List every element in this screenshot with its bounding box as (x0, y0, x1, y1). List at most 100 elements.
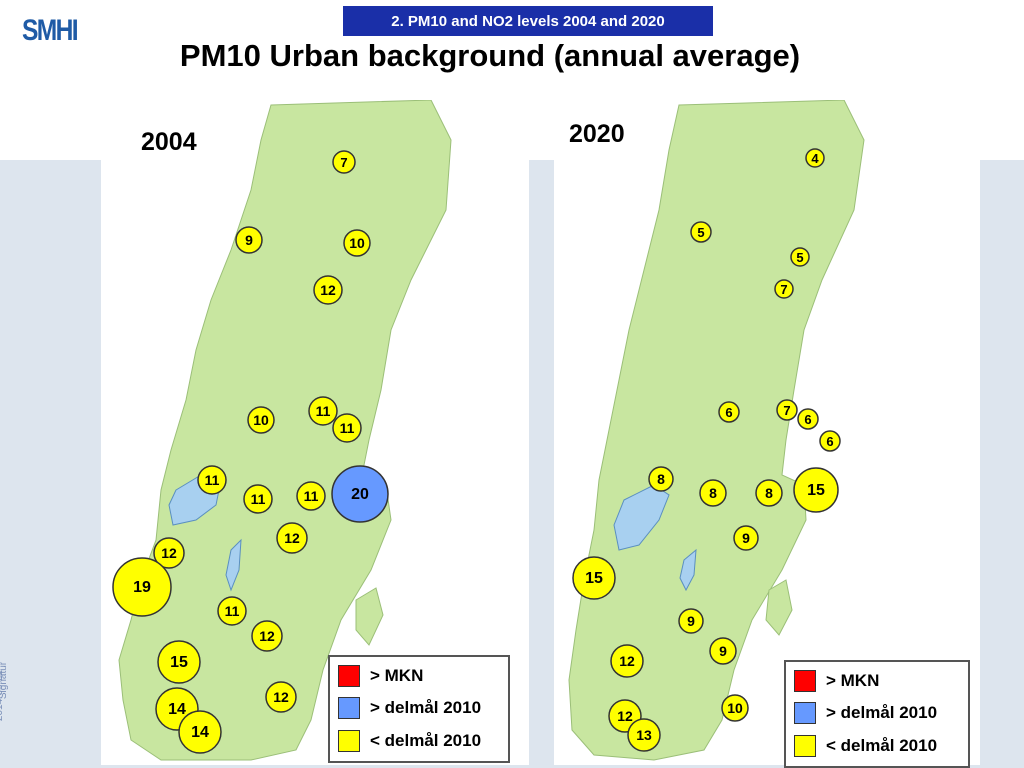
station-value: 7 (340, 155, 347, 170)
station-value: 6 (725, 405, 732, 420)
smhi-logo: SMHI (22, 14, 79, 47)
station-value: 14 (191, 724, 209, 741)
station-marker-circle (793, 467, 839, 513)
station-marker: 10 (721, 694, 749, 722)
station-marker: 14 (178, 710, 222, 754)
station-value: 12 (320, 282, 336, 298)
station-marker-circle (776, 399, 798, 421)
station-marker-circle (112, 557, 172, 617)
station-marker-circle (648, 466, 674, 492)
station-marker: 7 (332, 150, 356, 174)
station-value: 20 (351, 486, 369, 503)
station-marker-circle (153, 537, 185, 569)
station-value: 15 (585, 570, 603, 587)
station-marker-circle (721, 694, 749, 722)
station-marker-circle (699, 479, 727, 507)
station-marker: 7 (776, 399, 798, 421)
station-marker-circle (733, 525, 759, 551)
station-value: 7 (780, 282, 787, 297)
station-marker: 11 (308, 396, 338, 426)
legend-swatch-below-target (338, 730, 360, 752)
legend-label: > delmål 2010 (826, 703, 938, 722)
station-marker: 11 (217, 596, 247, 626)
station-marker-circle (251, 620, 283, 652)
station-marker-circle (678, 608, 704, 634)
page-title: PM10 Urban background (annual average) (179, 38, 801, 73)
sweden-map-2004: 7 9 10 12 10 11 11 11 11 11 20 12 12 19 11 12 15 12 14 14 (112, 100, 452, 761)
legend-swatch-mkn (794, 670, 816, 692)
station-value: 10 (727, 700, 743, 716)
station-value: 10 (349, 235, 365, 251)
station-marker: 12 (251, 620, 283, 652)
legend-swatch-above-target (338, 697, 360, 719)
station-marker: 10 (247, 406, 275, 434)
station-value: 13 (636, 727, 652, 743)
station-marker-circle (235, 226, 263, 254)
station-marker: 13 (627, 718, 661, 752)
station-marker-circle (790, 247, 810, 267)
station-value: 4 (811, 151, 819, 166)
station-value: 9 (687, 613, 695, 629)
station-value: 14 (168, 701, 186, 718)
station-value: 12 (259, 628, 275, 644)
station-value: 11 (340, 420, 355, 436)
station-value: 19 (133, 579, 151, 596)
station-marker-circle (627, 718, 661, 752)
station-value: 11 (304, 488, 319, 504)
legend-label: < delmål 2010 (370, 731, 482, 750)
station-marker: 5 (690, 221, 712, 243)
legend-label: < delmål 2010 (826, 736, 938, 755)
station-marker-circle (709, 637, 737, 665)
station-marker: 15 (793, 467, 839, 513)
map-year: 2020 (569, 120, 625, 148)
map-legend: > MKN > delmål 2010 < delmål 2010 (328, 655, 510, 763)
station-marker: 11 (332, 413, 362, 443)
station-value: 11 (251, 491, 266, 507)
station-marker-circle (276, 522, 308, 554)
lake-vattern (225, 538, 242, 592)
station-marker: 8 (755, 479, 783, 507)
station-marker-circle (797, 408, 819, 430)
island-gotland (355, 587, 384, 646)
station-marker-circle (718, 401, 740, 423)
station-marker-circle (572, 556, 616, 600)
station-value: 12 (619, 653, 635, 669)
station-marker: 8 (648, 466, 674, 492)
section-label: 2. PM10 and NO2 levels 2004 and 2020 (343, 6, 713, 36)
station-marker-circle (178, 710, 222, 754)
station-value: 6 (826, 434, 833, 449)
station-marker: 12 (313, 275, 343, 305)
legend-swatch-above-target (794, 702, 816, 724)
island-gotland (765, 579, 793, 636)
legend-swatch-mkn (338, 665, 360, 687)
station-marker-circle (332, 413, 362, 443)
station-value: 6 (804, 412, 811, 427)
station-marker-circle (610, 644, 644, 678)
station-marker-circle (774, 279, 794, 299)
station-marker: 20 (331, 465, 389, 523)
station-marker-circle (755, 479, 783, 507)
lake-vattern (679, 548, 697, 592)
map-panel-2004: 7 9 10 12 10 11 11 11 11 11 20 12 12 19 11 12 15 12 14 14 2… (101, 100, 529, 765)
station-value: 11 (225, 603, 240, 619)
legend-label: > MKN (826, 671, 880, 690)
station-marker: 15 (572, 556, 616, 600)
station-value: 15 (170, 654, 188, 671)
station-marker: 12 (153, 537, 185, 569)
station-marker: 4 (805, 148, 825, 168)
station-marker: 11 (243, 484, 273, 514)
station-marker: 11 (197, 465, 227, 495)
station-marker: 12 (276, 522, 308, 554)
station-marker-circle (217, 596, 247, 626)
station-value: 12 (617, 708, 633, 724)
station-value: 5 (796, 250, 803, 265)
station-value: 10 (253, 412, 269, 428)
station-marker-circle (197, 465, 227, 495)
station-marker: 8 (699, 479, 727, 507)
station-value: 15 (807, 482, 825, 499)
station-marker: 12 (610, 644, 644, 678)
side-signature: Signatur (0, 661, 10, 700)
station-value: 12 (284, 530, 300, 546)
sweden-landmass (118, 100, 452, 761)
